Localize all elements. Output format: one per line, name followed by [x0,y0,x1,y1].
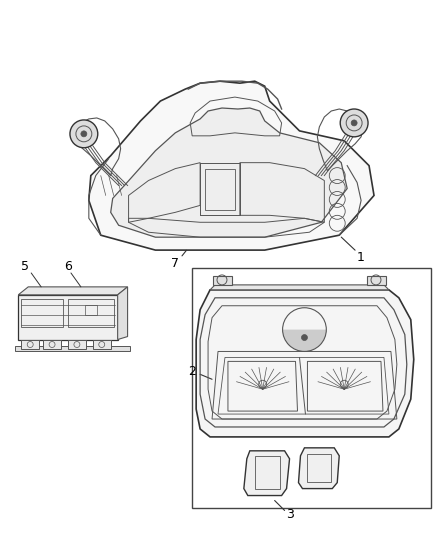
Bar [93,340,111,350]
Text: 5: 5 [21,261,29,273]
Bar [43,340,61,350]
Polygon shape [298,448,339,489]
Text: 1: 1 [357,251,365,263]
Bar [68,299,114,327]
Bar [85,305,97,314]
Text: 7: 7 [171,256,179,270]
Polygon shape [213,276,232,285]
Wedge shape [283,329,326,351]
Bar [255,456,279,489]
Bar [21,299,63,327]
Bar [18,295,118,340]
Polygon shape [111,108,347,237]
Bar [68,340,86,350]
Polygon shape [118,287,127,340]
Bar [15,346,130,351]
Bar [192,268,431,508]
Circle shape [340,109,368,137]
Bar [21,340,39,350]
Text: 2: 2 [188,365,196,378]
Bar [307,454,331,482]
Polygon shape [89,81,374,250]
Circle shape [351,120,357,126]
Polygon shape [210,285,389,290]
Text: 3: 3 [286,508,293,521]
Polygon shape [244,451,290,496]
Polygon shape [367,276,386,285]
Text: 6: 6 [64,261,72,273]
Polygon shape [196,290,414,437]
Circle shape [301,335,307,341]
Polygon shape [18,287,127,295]
Circle shape [70,120,98,148]
Circle shape [81,131,87,137]
